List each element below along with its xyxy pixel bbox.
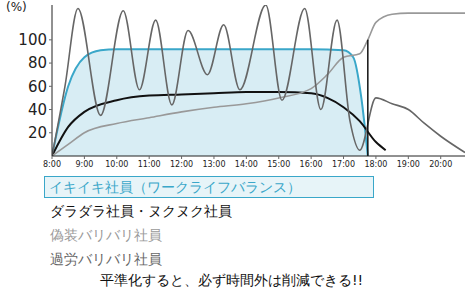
svg-text:20: 20 [28,124,47,142]
svg-text:80: 80 [28,54,47,72]
svg-text:20:00: 20:00 [429,160,452,169]
html-text:平準化すると、必ず時間外は削減できる!!: 平準化すると、必ず時間外は削減できる!! [100,272,364,288]
svg-text:18:00: 18:00 [364,160,387,169]
html-text:偽装バリバリ社員: 偽装バリバリ社員 [50,227,162,243]
svg-text:9:00: 9:00 [75,160,93,169]
svg-text:100: 100 [18,31,47,49]
html-text:過労バリバリ社員: 過労バリバリ社員 [50,251,162,267]
svg-text:12:00: 12:00 [170,160,193,169]
svg-text:14:00: 14:00 [235,160,258,169]
html-text:ダラダラ社員・ヌクヌク社員: ダラダラ社員・ヌクヌク社員 [50,203,232,219]
svg-text:10:00: 10:00 [105,160,128,169]
svg-text:11:00: 11:00 [138,160,161,169]
svg-text:15:00: 15:00 [267,160,290,169]
svg-text:8:00: 8:00 [43,160,61,169]
svg-text:17:00: 17:00 [332,160,355,169]
svg-text:19:00: 19:00 [397,160,420,169]
svg-text:16:00: 16:00 [300,160,323,169]
svg-text:13:00: 13:00 [202,160,225,169]
svg-text:40: 40 [28,101,47,119]
html-text:イキイキ社員（ワークライフバランス）: イキイキ社員（ワークライフバランス） [49,179,301,195]
svg-text:60: 60 [28,78,47,96]
